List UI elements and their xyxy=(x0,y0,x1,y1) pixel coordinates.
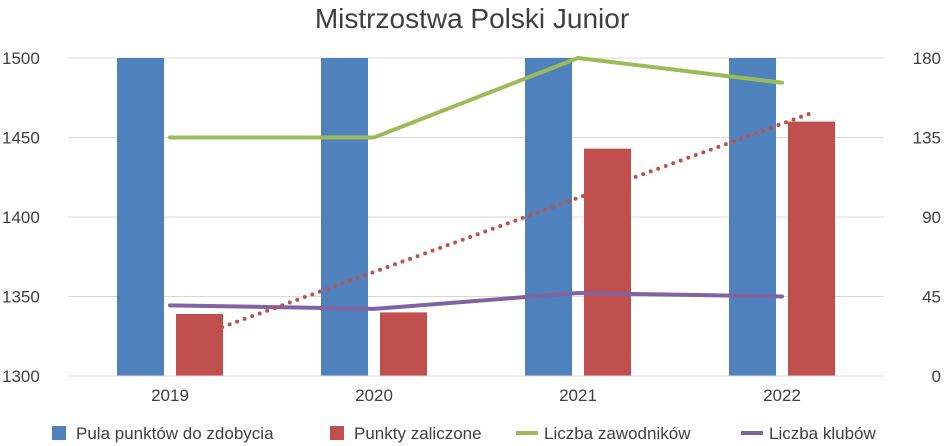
x-tick-label: 2021 xyxy=(559,386,597,405)
legend-label: Pula punktów do zdobycia xyxy=(76,424,274,443)
series-line xyxy=(168,290,784,311)
chart-title: Mistrzostwa Polski Junior xyxy=(315,3,629,34)
bar xyxy=(788,121,835,376)
bar xyxy=(729,58,776,376)
y-left-tick-label: 1400 xyxy=(2,208,40,227)
legend-label: Liczba zawodników xyxy=(544,424,691,443)
y-right-tick-label: 180 xyxy=(913,49,941,68)
bar xyxy=(117,58,164,376)
y-right-tick-label: 0 xyxy=(932,367,941,386)
y-left-tick-label: 1450 xyxy=(2,129,40,148)
x-tick-label: 2020 xyxy=(355,386,393,405)
trendline xyxy=(197,111,814,338)
y-left-tick-label: 1500 xyxy=(2,49,40,68)
legend-swatch xyxy=(330,426,344,440)
trendline-line xyxy=(197,111,814,338)
bar xyxy=(176,313,223,376)
y-left-tick-label: 1350 xyxy=(2,288,40,307)
legend-swatch xyxy=(52,426,66,440)
x-tick-label: 2019 xyxy=(151,386,189,405)
bars xyxy=(117,58,835,376)
lines xyxy=(168,56,784,311)
legend-label: Liczba klubów xyxy=(769,424,877,443)
x-tick-label: 2022 xyxy=(763,386,801,405)
bar xyxy=(525,58,572,376)
legend: Pula punktów do zdobycia Punkty zaliczone… xyxy=(52,424,877,443)
bar xyxy=(321,58,368,376)
legend-label: Punkty zaliczone xyxy=(354,424,482,443)
series-line xyxy=(168,56,784,140)
y-left-tick-label: 1300 xyxy=(2,367,40,386)
y-right-tick-label: 90 xyxy=(922,208,941,227)
bar xyxy=(380,312,427,376)
y-right-tick-label: 135 xyxy=(913,129,941,148)
y-right-tick-label: 45 xyxy=(922,288,941,307)
axes: 1300 1350 1400 1450 1500 0 45 90 135 180 2019 2020 2… xyxy=(2,49,941,405)
bar xyxy=(584,148,631,376)
